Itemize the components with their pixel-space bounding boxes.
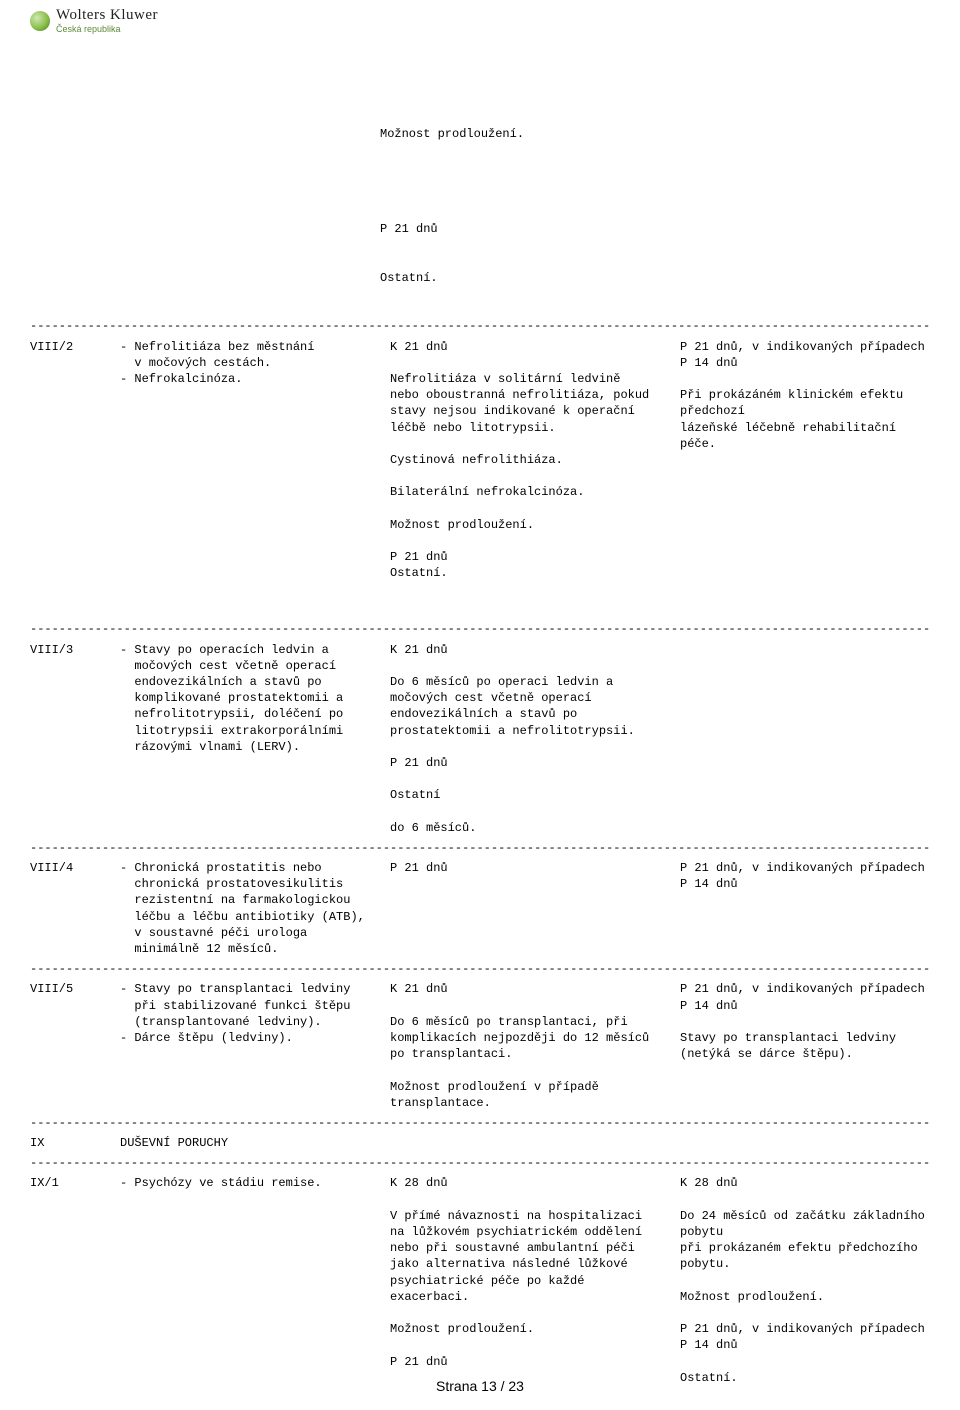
col3: K 28 dnů V přímé návaznosti na hospitali… — [390, 1175, 680, 1369]
row-viii3: VIII/3 - Stavy po operacích ledvin a moč… — [30, 638, 930, 840]
brand-header: Wolters Kluwer Česká republika — [30, 8, 930, 34]
row-ix1: IX/1 - Psychózy ve stádiu remise. K 28 d… — [30, 1171, 930, 1389]
brand-text: Wolters Kluwer Česká republika — [56, 8, 158, 34]
separator: ----------------------------------------… — [30, 1155, 930, 1171]
separator: ----------------------------------------… — [30, 961, 930, 977]
code: IX/1 — [30, 1175, 120, 1191]
separator: ----------------------------------------… — [30, 1115, 930, 1131]
col4: P 21 dnů, v indikovaných případech P 14 … — [680, 981, 930, 1062]
page: Wolters Kluwer Česká republika Možnost p… — [0, 0, 960, 1410]
col4: P 21 dnů, v indikovaných případech P 14 … — [680, 339, 930, 452]
col2: DUŠEVNÍ PORUCHY — [120, 1135, 390, 1151]
page-footer: Strana 13 / 23 — [0, 1377, 960, 1396]
brand-subtitle: Česká republika — [56, 25, 158, 34]
col3: K 21 dnů Do 6 měsíců po transplantaci, p… — [390, 981, 680, 1111]
brand-name: Wolters Kluwer — [56, 8, 158, 23]
col4: K 28 dnů Do 24 měsíců od začátku základn… — [680, 1175, 930, 1385]
col2: - Psychózy ve stádiu remise. — [120, 1175, 390, 1191]
col4: P 21 dnů, v indikovaných případech P 14 … — [680, 860, 930, 892]
separator: ----------------------------------------… — [30, 621, 930, 637]
col3: K 21 dnů Nefrolitiáza v solitární ledvin… — [390, 339, 680, 582]
code: VIII/2 — [30, 339, 120, 355]
row-viii4: VIII/4 - Chronická prostatitis nebo chro… — [30, 856, 930, 961]
code: VIII/4 — [30, 860, 120, 876]
col2: - Stavy po operacích ledvin a močových c… — [120, 642, 390, 755]
col2: - Stavy po transplantaci ledviny při sta… — [120, 981, 390, 1046]
top-block: Možnost prodloužení. P 21 dnů Ostatní. — [30, 94, 930, 318]
col3: P 21 dnů — [390, 860, 680, 876]
text-line: Možnost prodloužení. — [380, 126, 930, 142]
brand-logo-icon — [30, 11, 50, 31]
separator: ----------------------------------------… — [30, 840, 930, 856]
row-ix: IX DUŠEVNÍ PORUCHY — [30, 1131, 930, 1155]
col3: K 21 dnů Do 6 měsíců po operaci ledvin a… — [390, 642, 680, 836]
row-viii5: VIII/5 - Stavy po transplantaci ledviny … — [30, 977, 930, 1115]
separator: ----------------------------------------… — [30, 318, 930, 334]
text-line: Ostatní. — [380, 270, 930, 286]
row-viii2: VIII/2 - Nefrolitiáza bez městnání v moč… — [30, 335, 930, 586]
col2: - Nefrolitiáza bez městnání v močových c… — [120, 339, 390, 388]
code: IX — [30, 1135, 120, 1151]
code: VIII/5 — [30, 981, 120, 997]
text-line: P 21 dnů — [380, 221, 930, 237]
code: VIII/3 — [30, 642, 120, 658]
col2: - Chronická prostatitis nebo chronická p… — [120, 860, 390, 957]
